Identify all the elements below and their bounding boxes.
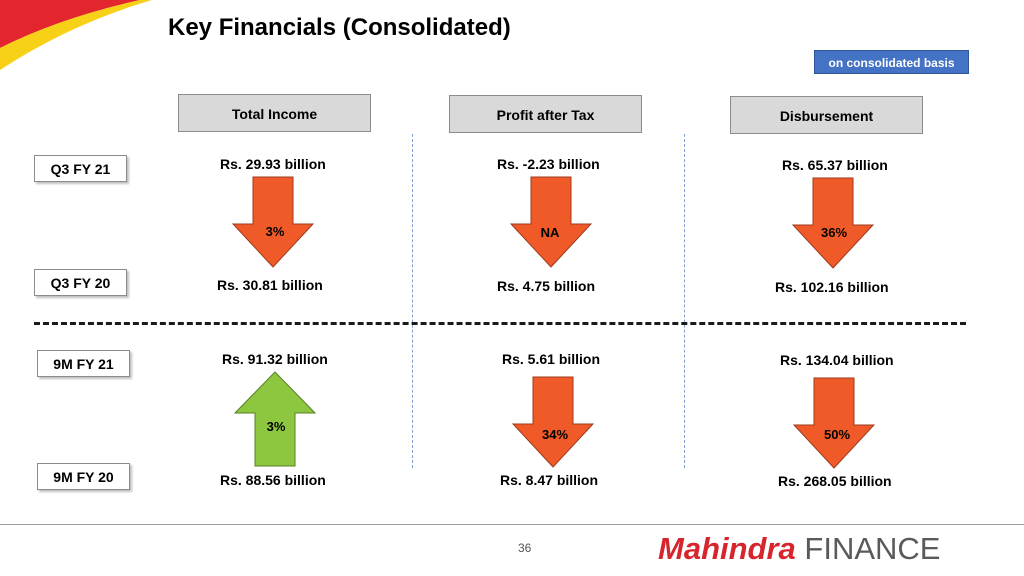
9mfy20-total-income-value: Rs. 88.56 billion bbox=[220, 472, 326, 488]
mahindra-finance-logo: Mahindra FINANCE bbox=[658, 531, 941, 567]
arrow-down-icon bbox=[792, 177, 874, 269]
page-number: 36 bbox=[518, 541, 532, 555]
9m-pat-change: 34% bbox=[541, 427, 569, 442]
corner-swoosh-graphic bbox=[0, 0, 152, 70]
9m-total-income-change: 3% bbox=[266, 419, 286, 434]
logo-suffix: FINANCE bbox=[804, 531, 941, 566]
q3-pat-change: NA bbox=[540, 225, 560, 240]
column-divider-1 bbox=[412, 134, 413, 468]
row-label-q3-fy20: Q3 FY 20 bbox=[34, 269, 127, 296]
9mfy21-pat-value: Rs. 5.61 billion bbox=[502, 351, 601, 367]
9mfy20-pat-value: Rs. 8.47 billion bbox=[500, 472, 599, 488]
q3fy21-pat-value: Rs. -2.23 billion bbox=[497, 156, 600, 172]
q3fy21-disbursement-value: Rs. 65.37 billion bbox=[782, 157, 888, 173]
footer-divider bbox=[0, 524, 1024, 525]
q3fy20-disbursement-value: Rs. 102.16 billion bbox=[775, 279, 889, 295]
row-label-9m-fy21: 9M FY 21 bbox=[37, 350, 130, 377]
section-divider bbox=[34, 322, 966, 325]
q3fy20-total-income-value: Rs. 30.81 billion bbox=[217, 277, 323, 293]
9mfy21-total-income-value: Rs. 91.32 billion bbox=[222, 351, 328, 367]
column-header-profit-after-tax: Profit after Tax bbox=[449, 95, 642, 133]
q3fy20-pat-value: Rs. 4.75 billion bbox=[497, 278, 596, 294]
column-divider-2 bbox=[684, 134, 685, 468]
arrow-up-icon bbox=[234, 371, 316, 467]
arrow-down-icon bbox=[510, 176, 592, 268]
page-title: Key Financials (Consolidated) bbox=[168, 14, 511, 41]
9mfy21-disbursement-value: Rs. 134.04 billion bbox=[780, 352, 894, 368]
row-label-q3-fy21: Q3 FY 21 bbox=[34, 155, 127, 182]
q3fy21-total-income-value: Rs. 29.93 billion bbox=[220, 156, 326, 172]
logo-brand: Mahindra bbox=[658, 531, 796, 566]
row-label-9m-fy20: 9M FY 20 bbox=[37, 463, 130, 490]
column-header-total-income: Total Income bbox=[178, 94, 371, 132]
arrow-down-icon bbox=[232, 176, 314, 268]
9m-disbursement-change: 50% bbox=[823, 427, 851, 442]
consolidated-badge: on consolidated basis bbox=[814, 50, 969, 74]
9mfy20-disbursement-value: Rs. 268.05 billion bbox=[778, 473, 892, 489]
q3-disbursement-change: 36% bbox=[820, 225, 848, 240]
arrow-down-icon bbox=[793, 377, 875, 469]
column-header-disbursement: Disbursement bbox=[730, 96, 923, 134]
arrow-down-icon bbox=[512, 376, 594, 468]
q3-total-income-change: 3% bbox=[265, 224, 285, 239]
